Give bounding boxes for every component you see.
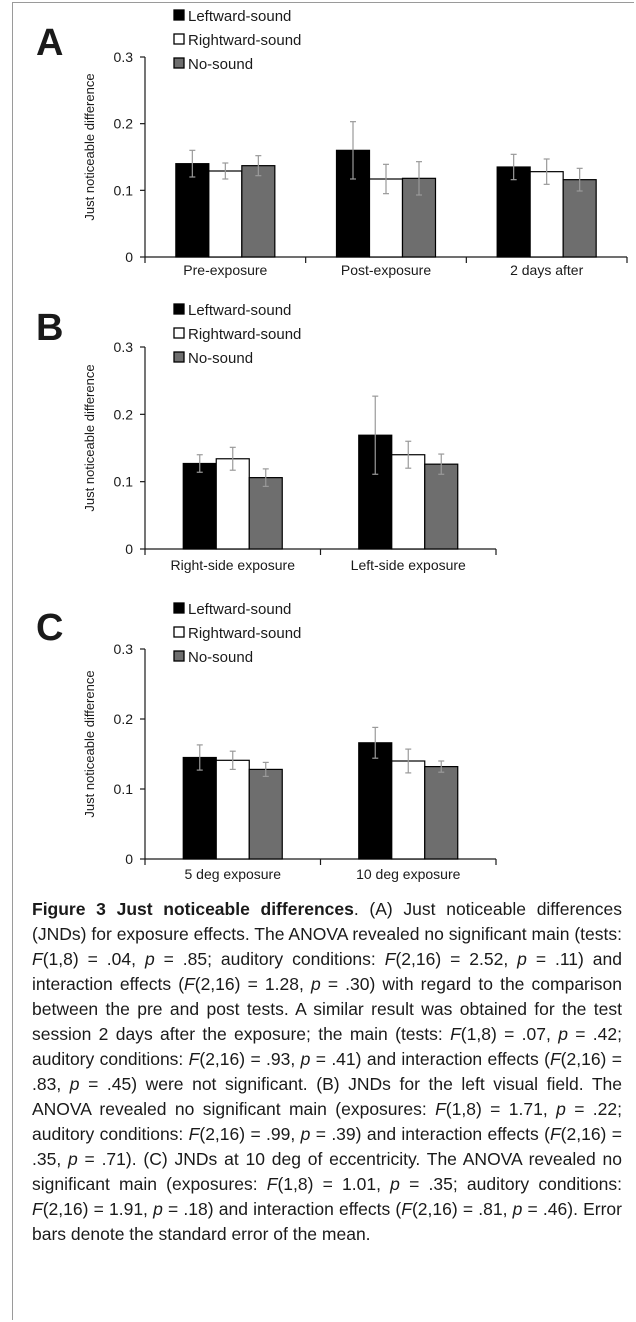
bar-leftward-sound (175, 163, 210, 258)
bar-no-sound (424, 766, 459, 860)
caption-italic-symbol: F (384, 949, 396, 969)
caption-italic-symbol: F (401, 1199, 412, 1219)
y-tick-label: 0.2 (114, 116, 134, 132)
bar-no-sound (241, 165, 276, 258)
caption-italic-symbol: p (310, 974, 321, 994)
caption-italic-symbol: F (184, 974, 195, 994)
figure-label: Figure 3 (32, 899, 106, 919)
legend-label: Leftward-sound (188, 302, 291, 319)
legend-swatch (173, 303, 185, 315)
y-tick-label: 0.3 (114, 339, 134, 355)
bar-leftward-sound (496, 166, 531, 258)
bar-no-sound (562, 179, 597, 258)
legend-swatch (173, 327, 185, 339)
legend-label: Rightward-sound (188, 625, 301, 642)
caption-body: . (A) Just noticeable differences (JNDs)… (32, 899, 622, 1244)
figure-frame (12, 2, 634, 1320)
caption-italic-symbol: p (300, 1124, 311, 1144)
legend-swatch (173, 33, 185, 45)
bar-rightward-sound (215, 759, 250, 860)
bar-leftward-sound (182, 756, 217, 860)
legend-label: No-sound (188, 56, 253, 73)
caption-italic-symbol: F (32, 1199, 43, 1219)
caption-italic-symbol: p (68, 1149, 78, 1169)
panel-b: B Just noticeable difference 0 0.1 0.2 0.3 Rig… (12, 290, 636, 590)
panel-a: A Just noticeable difference 0 0.1 0.2 0.3 Pre… (12, 0, 636, 290)
caption-italic-symbol: F (450, 1024, 461, 1044)
caption-italic-symbol: F (549, 1124, 561, 1144)
figure-caption: Figure 3 Just noticeable differences. (A… (32, 897, 622, 1247)
chart-b-svg: B Just noticeable difference 0 0.1 0.2 0.3 Rig… (36, 302, 497, 573)
legend-label: Leftward-sound (188, 8, 291, 25)
x-category-label: Pre-exposure (183, 262, 267, 278)
caption-italic-symbol: F (435, 1099, 446, 1119)
caption-italic-symbol: p (300, 1049, 311, 1069)
y-tick-label: 0 (125, 851, 133, 867)
bar-leftward-sound (358, 742, 393, 860)
caption-italic-symbol: p (153, 1199, 163, 1219)
y-tick-label: 0.3 (114, 641, 134, 657)
legend-swatch (173, 602, 185, 614)
panel-letter: C (36, 607, 63, 649)
y-tick-label: 0.2 (114, 406, 134, 422)
caption-italic-symbol: p (558, 1024, 568, 1044)
y-tick-label: 0 (125, 541, 133, 557)
panel-letter: A (36, 22, 63, 64)
y-tick-label: 0.1 (114, 781, 134, 797)
caption-italic-symbol: p (517, 949, 527, 969)
caption-italic-symbol: F (266, 1174, 278, 1194)
y-tick-label: 0.3 (114, 49, 134, 65)
bar-rightward-sound (391, 760, 426, 860)
bar-rightward-sound (529, 171, 564, 258)
legend-swatch (173, 351, 185, 363)
caption-italic-symbol: p (144, 949, 155, 969)
x-category-label: Post-exposure (341, 262, 431, 278)
legend-swatch (173, 9, 185, 21)
panel-c: C Just noticeable difference 0 0.1 0.2 0.3 5 d… (12, 590, 636, 890)
x-category-label: 10 deg exposure (356, 866, 461, 882)
figure-charts: A Just noticeable difference 0 0.1 0.2 0.3 Pre… (12, 0, 636, 890)
caption-italic-symbol: F (188, 1124, 200, 1144)
bar-rightward-sound (391, 454, 426, 550)
legend-label: No-sound (188, 350, 253, 367)
bar-rightward-sound (208, 170, 243, 258)
caption-italic-symbol: F (188, 1049, 200, 1069)
figure-title: Just noticeable differences (116, 899, 354, 919)
bar-no-sound (248, 768, 283, 860)
y-tick-label: 0.2 (114, 711, 134, 727)
caption-italic-symbol: F (549, 1049, 561, 1069)
x-category-label: 2 days after (510, 262, 583, 278)
legend-label: Rightward-sound (188, 326, 301, 343)
bar-leftward-sound (182, 462, 217, 550)
y-axis-label: Just noticeable difference (82, 73, 97, 220)
panel-letter: B (36, 307, 63, 349)
y-axis-label: Just noticeable difference (82, 670, 97, 817)
y-tick-label: 0.1 (114, 474, 134, 490)
legend-label: Rightward-sound (188, 32, 301, 49)
caption-italic-symbol: p (556, 1099, 566, 1119)
x-category-label: Right-side exposure (170, 557, 295, 573)
bar-no-sound (248, 477, 283, 550)
caption-italic-symbol: p (69, 1074, 80, 1094)
legend-swatch (173, 57, 185, 69)
chart-c-svg: C Just noticeable difference 0 0.1 0.2 0.3 5 d… (36, 601, 497, 882)
bar-no-sound (424, 463, 459, 550)
y-tick-label: 0 (125, 249, 133, 265)
caption-italic-symbol: p (390, 1174, 400, 1194)
bar-rightward-sound (215, 458, 250, 550)
y-tick-label: 0.1 (114, 182, 134, 198)
x-category-label: 5 deg exposure (184, 866, 281, 882)
chart-a-svg: A Just noticeable difference 0 0.1 0.2 0.3 Pre… (36, 8, 628, 278)
x-category-label: Left-side exposure (351, 557, 466, 573)
y-axis-label: Just noticeable difference (82, 364, 97, 511)
legend-swatch (173, 626, 185, 638)
legend-label: No-sound (188, 649, 253, 666)
caption-italic-symbol: p (512, 1199, 523, 1219)
legend-label: Leftward-sound (188, 601, 291, 618)
legend-swatch (173, 650, 185, 662)
caption-italic-symbol: F (32, 949, 43, 969)
